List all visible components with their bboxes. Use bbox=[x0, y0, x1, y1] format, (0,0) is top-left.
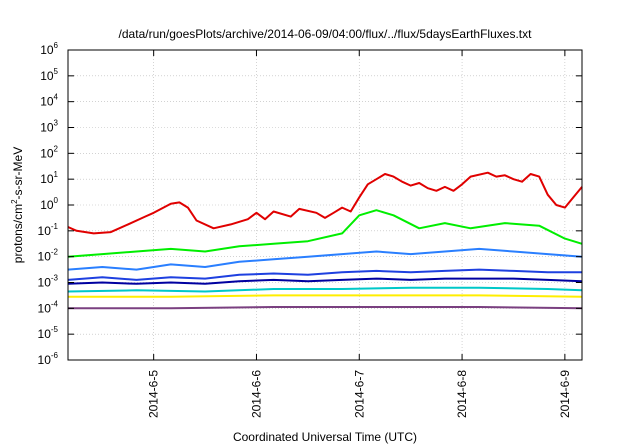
series-group bbox=[67, 171, 583, 310]
x-tick-label: 2014-6-9 bbox=[558, 370, 572, 418]
y-tick-label: 10-5 bbox=[38, 325, 59, 341]
y-tick-label: 10-4 bbox=[38, 299, 59, 315]
y-tick-label: 106 bbox=[40, 41, 58, 57]
x-axis-label: Coordinated Universal Time (UTC) bbox=[233, 430, 417, 444]
y-tick-label: 100 bbox=[40, 196, 58, 212]
y-tick-label: 10-3 bbox=[38, 274, 59, 290]
y-tick-label: 105 bbox=[40, 67, 58, 83]
y-tick-label: 10-2 bbox=[38, 248, 59, 264]
y-tick-label: 104 bbox=[40, 93, 58, 109]
x-axis: 2014-6-5 2014-6-6 2014-6-7 2014-6-8 2014-6-9 bbox=[147, 50, 572, 418]
y-tick-label: 10-6 bbox=[38, 351, 59, 367]
y-tick-label: 102 bbox=[40, 144, 58, 160]
series-line-6 bbox=[67, 286, 583, 293]
series-line-3 bbox=[67, 247, 583, 271]
x-tick-label: 2014-6-8 bbox=[455, 370, 469, 418]
series-line-4 bbox=[67, 268, 582, 281]
y-tick-label: 101 bbox=[40, 170, 58, 186]
y-tick-label: 103 bbox=[40, 119, 58, 135]
plot-frame bbox=[67, 49, 583, 361]
chart-title: /data/run/goesPlots/archive/2014-06-09/0… bbox=[119, 27, 533, 41]
series-line-7 bbox=[68, 294, 583, 298]
y-axis: 10-6 10-5 10-4 10-3 10-2 10-1 100 101 102 103 104 1… bbox=[38, 41, 582, 367]
x-tick-label: 2014-6-5 bbox=[147, 370, 161, 418]
series-line-5 bbox=[67, 277, 583, 285]
x-tick-label: 2014-6-6 bbox=[249, 370, 263, 418]
y-axis-label: protons/cm2-s-sr-MeV bbox=[10, 147, 25, 263]
y-tick-label: 10-1 bbox=[38, 222, 59, 238]
x-tick-label: 2014-6-7 bbox=[352, 370, 366, 418]
series-line-2 bbox=[67, 209, 583, 258]
series-line-8 bbox=[68, 306, 583, 310]
grid bbox=[68, 50, 582, 360]
series-line-1 bbox=[67, 171, 583, 235]
